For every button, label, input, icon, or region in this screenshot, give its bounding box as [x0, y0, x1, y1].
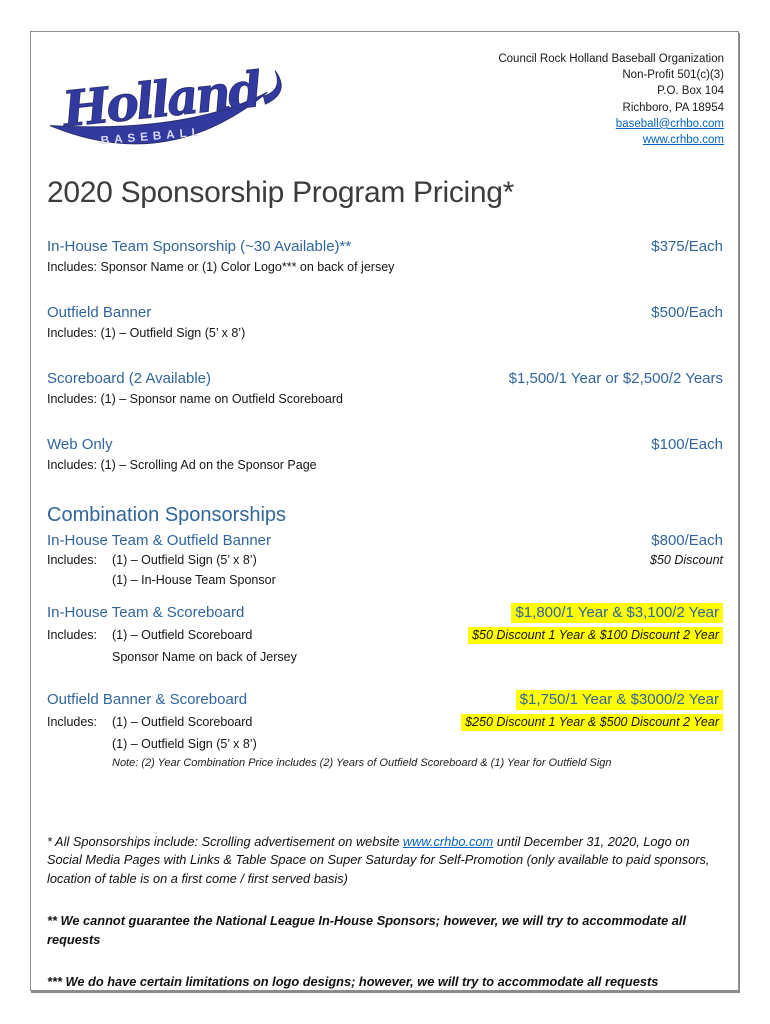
footnotes: * All Sponsorships include: Scrolling ad…: [47, 833, 723, 992]
section-heading: Outfield Banner: [47, 303, 152, 321]
section-outfield-banner: Outfield Banner $500/Each Includes: (1) …: [47, 304, 723, 340]
combo-price-highlighted: $1,800/1 Year & $3,100/2 Year: [511, 602, 723, 623]
combo-outfield-scoreboard: Outfield Banner & Scoreboard $1,750/1 Ye…: [47, 689, 723, 769]
footnote-all-sponsorships: * All Sponsorships include: Scrolling ad…: [47, 833, 723, 889]
section-includes: Includes: Sponsor Name or (1) Color Logo…: [47, 259, 395, 274]
includes-line: (1) – Outfield Sign (5’ x 8’): [112, 552, 257, 567]
page-header: Holland BASEBALL Council Rock Holland Ba…: [44, 48, 724, 161]
combo-inhouse-scoreboard: In-House Team & Scoreboard $1,800/1 Year…: [47, 602, 723, 664]
section-inhouse-team: In-House Team Sponsorship (~30 Available…: [47, 238, 723, 274]
section-web-only: Web Only $100/Each Includes: (1) – Scrol…: [47, 436, 723, 472]
org-pobox: P.O. Box 104: [657, 85, 724, 98]
combo-discount: $50 Discount: [650, 552, 723, 567]
website-link[interactable]: www.crhbo.com: [642, 134, 724, 147]
section-heading: In-House Team Sponsorship (~30 Available…: [47, 237, 352, 255]
section-price: $375/Each: [651, 237, 723, 255]
logo-wordmark: Holland: [58, 60, 265, 139]
section-price: $100/Each: [651, 435, 723, 453]
section-includes: Includes: (1) – Sponsor name on Outfield…: [47, 391, 344, 406]
combo-discount-highlighted: $50 Discount 1 Year & $100 Discount 2 Ye…: [468, 626, 723, 644]
includes-label: Includes:: [47, 627, 98, 642]
logo-graphic: Holland BASEBALL: [49, 60, 282, 147]
includes-label: Includes:: [47, 552, 98, 567]
org-contact-block: Council Rock Holland Baseball Organizati…: [498, 48, 724, 148]
page-title: 2020 Sponsorship Program Pricing*: [47, 176, 515, 209]
includes-line: (1) – In-House Team Sponsor: [112, 572, 276, 587]
footnote-national-league: ** We cannot guarantee the National Leag…: [47, 913, 687, 947]
combo-heading: In-House Team & Scoreboard: [47, 603, 245, 621]
swoosh-shape: [49, 91, 268, 145]
includes-line: (1) – Outfield Sign (5’ x 8’): [112, 736, 257, 751]
section-price: $500/Each: [651, 303, 723, 321]
footnote-text: * All Sponsorships include: Scrolling ad…: [47, 833, 403, 849]
footnote-website-link[interactable]: www.crhbo.com: [402, 833, 494, 849]
footnote-logo-limitations: *** We do have certain limitations on lo…: [47, 974, 659, 990]
section-includes: Includes: (1) – Outfield Sign (5’ x 8’): [47, 325, 246, 340]
email-link[interactable]: baseball@crhbo.com: [615, 117, 724, 130]
document-page: Holland BASEBALL Council Rock Holland Ba…: [30, 31, 739, 991]
section-heading: Web Only: [47, 435, 113, 453]
section-includes: Includes: (1) – Scrolling Ad on the Spon…: [47, 457, 317, 472]
combo-heading: In-House Team & Outfield Banner: [47, 531, 272, 549]
section-scoreboard: Scoreboard (2 Available) $1,500/1 Year o…: [47, 370, 723, 406]
includes-label: Includes:: [47, 714, 98, 729]
footnote-text: until December 31, 2020, Logo on Social …: [47, 833, 710, 886]
swoosh-tail-curl: [262, 70, 282, 105]
combo-discount-highlighted: $250 Discount 1 Year & $500 Discount 2 Y…: [461, 713, 723, 731]
combo-price: $800/Each: [651, 531, 723, 549]
section-heading: Scoreboard (2 Available): [47, 369, 211, 387]
org-name: Council Rock Holland Baseball Organizati…: [498, 53, 724, 65]
org-city: Richboro, PA 18954: [622, 101, 724, 114]
includes-line: (1) – Outfield Scoreboard: [112, 627, 253, 642]
combo-note: Note: (2) Year Combination Price include…: [112, 756, 612, 769]
combo-price-highlighted: $1,750/1 Year & $3000/2 Year: [515, 689, 723, 710]
combo-inhouse-outfield: In-House Team & Outfield Banner $800/Eac…: [47, 532, 723, 587]
section-price: $1,500/1 Year or $2,500/2 Years: [508, 369, 723, 387]
includes-line: Sponsor Name on back of Jersey: [112, 649, 297, 664]
includes-line: (1) – Outfield Scoreboard: [112, 714, 253, 729]
combination-heading: Combination Sponsorships: [47, 503, 287, 526]
combo-heading: Outfield Banner & Scoreboard: [47, 690, 248, 708]
holland-baseball-logo: Holland BASEBALL: [49, 56, 285, 161]
org-nonprofit: Non-Profit 501(c)(3): [622, 69, 724, 82]
